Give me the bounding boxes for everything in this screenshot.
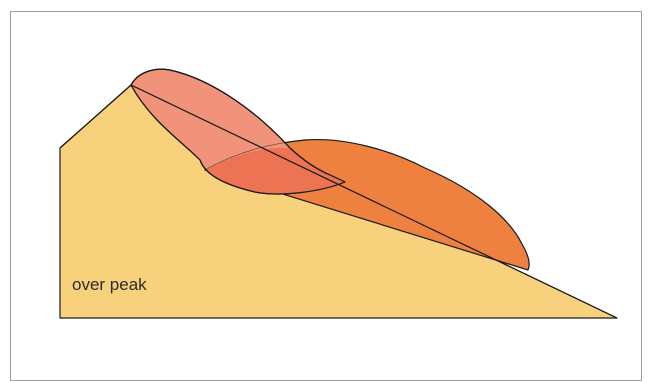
displaced-mass-top-line bbox=[204, 139, 306, 171]
slip-surface-line bbox=[130, 84, 346, 195]
overlap-region bbox=[207, 147, 345, 194]
slope-surface-line bbox=[59, 84, 618, 319]
diagram-caption: over peak bbox=[72, 275, 147, 294]
original-mass-top-line bbox=[130, 68, 346, 183]
